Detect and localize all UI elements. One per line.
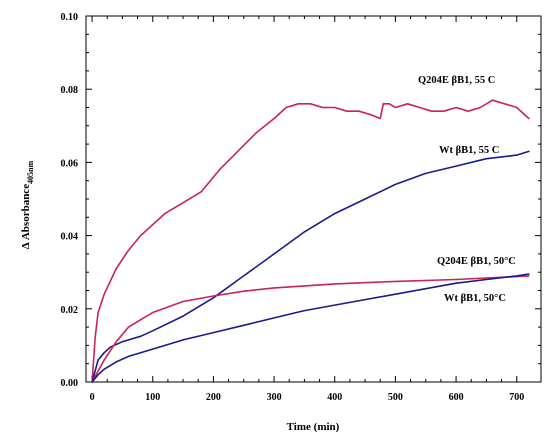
x-tick-label: 500 [388,392,403,403]
x-tick-label: 200 [206,392,221,403]
plot-frame [85,15,542,383]
series-wt-50 [91,273,530,383]
axes-group [85,15,542,383]
annotation-wt-55: Wt βB1, 55 C [439,145,499,156]
x-tick-label: 700 [509,392,524,403]
x-tick-label: 0 [90,392,95,403]
y-tick-label: 0.08 [61,85,79,96]
annotation-q204e-55: Q204E βB1, 55 C [418,75,495,86]
y-axis-title-main: Δ Absorbance [20,184,32,249]
y-tick-label: 0.04 [61,232,79,243]
x-tick-label: 400 [327,392,342,403]
annotation-wt-50: Wt βB1, 50°C [444,293,506,304]
ticks-group: 0 100 200 300 400 500 600 700 0.00 0.02 0.04 0.06 0.… [61,12,541,403]
y-axis-title-subscript: 405nm [26,160,35,183]
series-q204e-50 [91,275,530,383]
x-axis-title: Time (min) [287,421,340,433]
y-tick-label: 0.06 [61,158,79,169]
annotation-q204e-50: Q204E βB1, 50°C [437,256,516,267]
y-tick-label: 0.00 [61,378,79,389]
x-tick-label: 300 [267,392,282,403]
series-group [91,99,530,383]
x-tick-label: 100 [145,392,160,403]
series-q204e-55 [91,99,530,383]
x-tick-label: 600 [449,392,464,403]
y-axis-title: Δ Absorbance405nm [20,160,35,249]
y-tick-label: 0.10 [61,12,79,23]
y-tick-label: 0.02 [61,305,79,316]
